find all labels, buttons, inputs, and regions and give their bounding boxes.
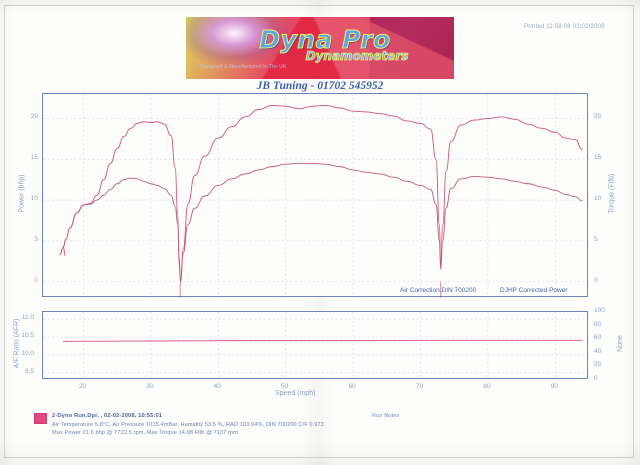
main-y-axis-title: Power (bhp) xyxy=(18,174,26,213)
axis-tick-label: 20 xyxy=(594,361,602,369)
power-torque-plot xyxy=(42,93,589,298)
axis-tick-label: 60 xyxy=(594,334,602,342)
run-legend-swatch xyxy=(34,413,47,424)
axis-tick-label: 0 xyxy=(594,375,598,382)
axis-tick-label: 20 xyxy=(594,113,602,121)
x-axis-title: Speed (mph) xyxy=(275,390,316,397)
axis-tick-label: 0 xyxy=(34,276,38,284)
axis-tick-label: 5 xyxy=(34,235,38,243)
axis-tick-label: 10.5 xyxy=(21,332,34,340)
axis-tick-label: 60 xyxy=(348,383,356,390)
page-border xyxy=(4,5,634,458)
axis-tick-label: 80 xyxy=(594,320,602,328)
axis-tick-label: 15 xyxy=(594,154,602,162)
axis-tick-label: 40 xyxy=(594,347,602,355)
main-plot-gridlines xyxy=(43,94,589,298)
axis-tick-label: 11.0 xyxy=(21,314,34,322)
axis-tick-label: 10 xyxy=(30,195,38,203)
logo-tagline-text: Designed & Manufactured In The UK xyxy=(200,64,287,70)
printed-timestamp: Printed 11:58:08 02/02/2008 xyxy=(524,24,605,30)
axis-tick-label: 30 xyxy=(146,383,154,390)
axis-tick-label: 0 xyxy=(594,276,598,284)
logo-title-text: Dyna Pro xyxy=(259,25,391,55)
axis-tick-label: 70 xyxy=(415,383,424,390)
footer-maxima: Max Power 21.6 bhp @ 7722.5 rpm, Max Tor… xyxy=(52,430,238,436)
axis-tick-label: 20 xyxy=(30,113,38,121)
afr-plot-curves xyxy=(62,339,583,342)
main-plot-curves xyxy=(59,104,583,298)
axis-tick-label: 50 xyxy=(281,383,289,390)
footer-conditions: Air Temperature 5.8°C, Air Pressure 1015… xyxy=(52,422,324,428)
afr-y-axis-title: A/F Ratio (AFR) xyxy=(13,318,21,369)
legend-corrected-power: DJHP Corrected Power xyxy=(500,287,568,294)
run-notes-label: Run Notes xyxy=(372,413,400,419)
axis-tick-label: 100 xyxy=(594,307,605,314)
axis-tick-label: 9.5 xyxy=(24,367,34,375)
shop-title: JB Tuning - 01702 545952 xyxy=(256,80,384,92)
axis-tick-label: 10 xyxy=(594,195,602,203)
logo-subtitle-text: Dynamometers xyxy=(305,49,409,64)
axis-tick-label: 10.0 xyxy=(21,349,34,357)
axis-tick-label: 80 xyxy=(483,383,491,390)
afr-plot-gridlines xyxy=(43,312,589,380)
axis-tick-label: 20 xyxy=(78,383,87,390)
dyna-pro-logo: Dyna Pro Dynamometers Designed & Manufac… xyxy=(186,17,454,79)
afr-plot xyxy=(42,311,589,380)
footer-run-title: 2-Dyno Run.Dpr, , 02-02-2008, 10:55:01 xyxy=(52,413,163,419)
axis-tick-label: 90 xyxy=(550,383,558,390)
legend-air-correction: Air Correction DIN 700200 xyxy=(400,287,477,294)
main-y2-axis-title: Torque (Ftlb) xyxy=(608,173,616,214)
axis-tick-label: 15 xyxy=(30,154,38,162)
axis-tick-label: 40 xyxy=(213,383,221,390)
afr-y2-axis-title: None xyxy=(616,335,624,352)
axis-tick-label: 5 xyxy=(594,235,598,243)
